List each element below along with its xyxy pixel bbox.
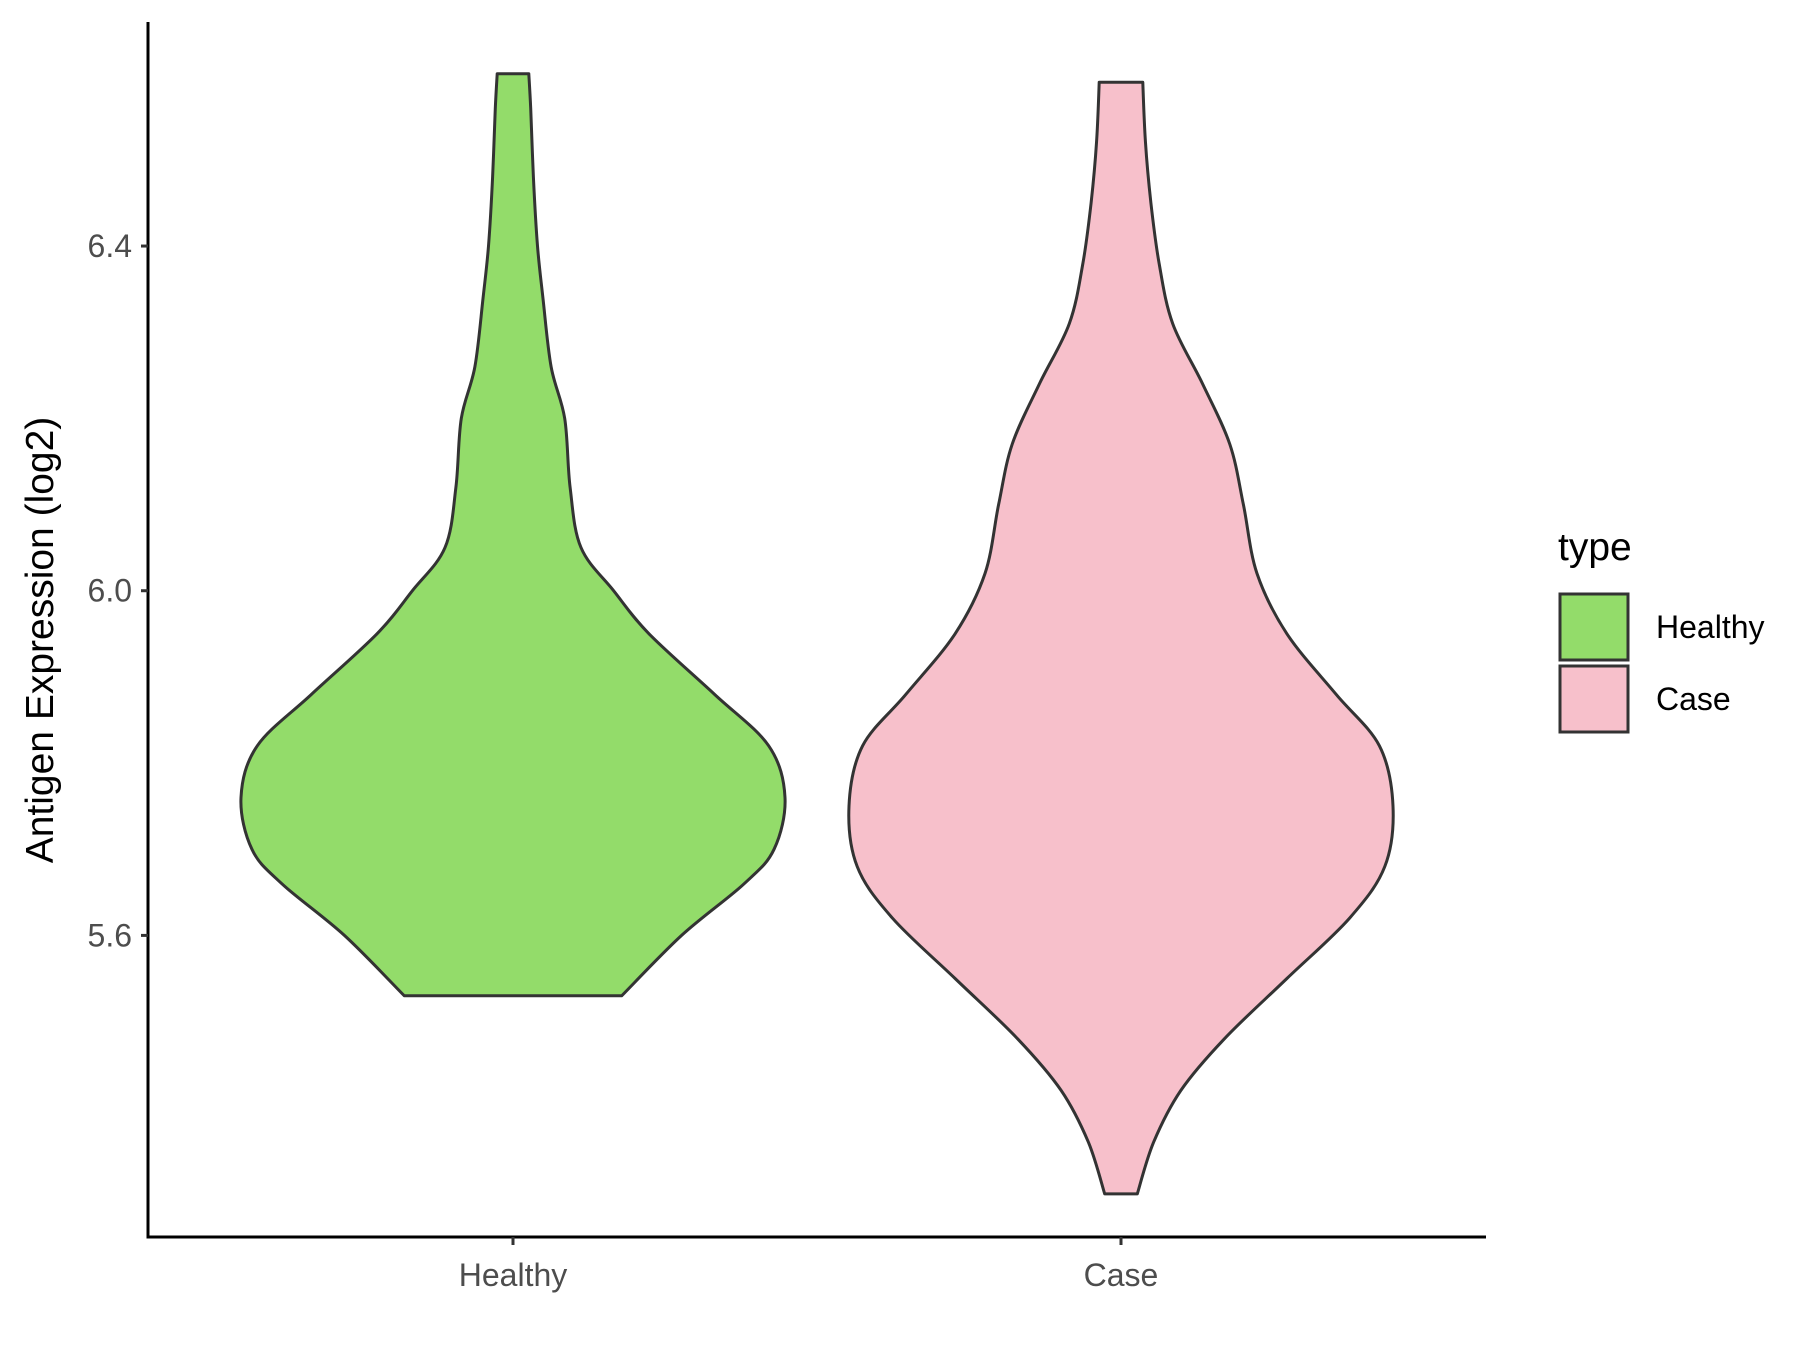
axes	[146, 22, 1486, 1239]
violin-healthy	[239, 72, 787, 998]
x-tick-label: Case	[1084, 1257, 1159, 1293]
violins	[239, 72, 1395, 1196]
legend-swatch-case	[1558, 664, 1630, 734]
legend-title: type	[1558, 526, 1632, 569]
x-tick-label: Healthy	[459, 1257, 568, 1293]
y-tick-label: 6.4	[88, 228, 132, 264]
x-ticks: Healthy Case	[459, 1237, 1159, 1293]
legend-swatch-healthy	[1558, 592, 1630, 662]
legend: type Healthy Case	[1558, 526, 1765, 734]
y-ticks: 5.6 6.0 6.4	[88, 228, 148, 953]
y-tick-label: 5.6	[88, 917, 132, 953]
legend-entries: Healthy Case	[1558, 592, 1765, 734]
y-tick-label: 6.0	[88, 573, 132, 609]
legend-label-case: Case	[1656, 681, 1731, 717]
violin-case	[847, 80, 1395, 1196]
legend-label-healthy: Healthy	[1656, 609, 1765, 645]
y-axis-title: Antigen Expression (log2)	[19, 417, 62, 864]
